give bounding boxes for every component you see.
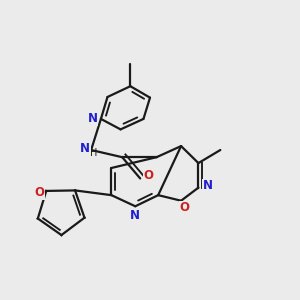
Text: N: N: [88, 112, 98, 125]
Text: O: O: [179, 201, 189, 214]
Text: O: O: [34, 186, 44, 199]
Text: O: O: [143, 169, 153, 182]
Text: N: N: [80, 142, 90, 155]
Text: H: H: [90, 148, 98, 158]
Text: N: N: [130, 209, 140, 222]
Text: N: N: [202, 179, 213, 193]
